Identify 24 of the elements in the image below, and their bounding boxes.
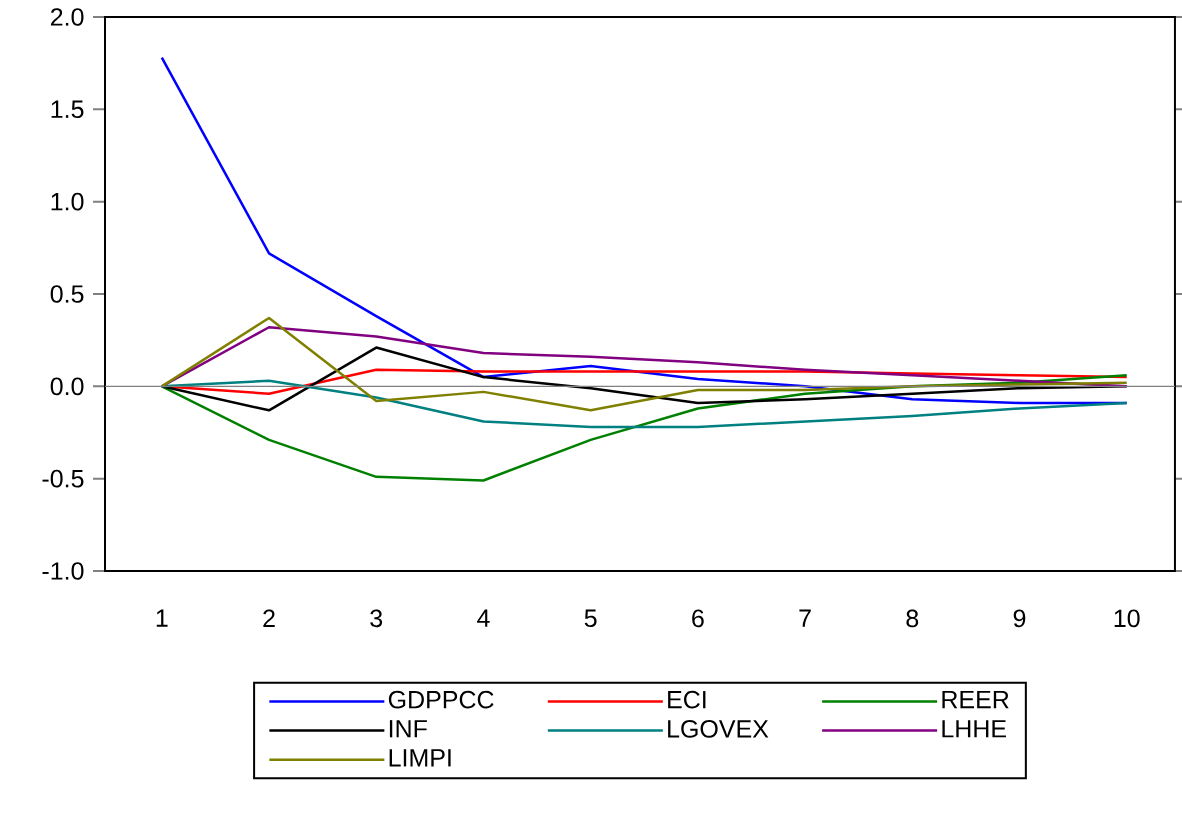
x-tick-label: 1 [156, 609, 168, 627]
legend-label: LGOVEX [668, 720, 769, 738]
x-tick-label: 3 [370, 609, 383, 628]
x-tick-label: 9 [1013, 609, 1026, 628]
y-tick-label: -0.5 [42, 469, 84, 488]
x-tick-label: 7 [799, 609, 811, 627]
y-tick-label: 2.0 [50, 8, 84, 26]
x-tick-label: 6 [692, 609, 704, 628]
y-tick-label: 0.5 [50, 285, 84, 303]
y-tick-label: 0.0 [50, 377, 84, 396]
x-tick-label: 4 [477, 609, 490, 627]
y-tick-label: 1.5 [51, 100, 84, 119]
y-tick-label: 1.0 [51, 192, 84, 211]
x-tick-label: 5 [584, 609, 597, 627]
x-tick-label: 10 [1114, 609, 1140, 628]
legend-label: LHHE [942, 720, 1006, 738]
legend-label: REER [942, 690, 1009, 709]
y-tick-label: -1.0 [42, 562, 84, 580]
legend-label: ECI [668, 690, 706, 709]
legend-label: INF [389, 720, 427, 738]
legend-label: GDPPCC [388, 690, 494, 709]
x-tick-label: 2 [263, 609, 275, 627]
x-tick-label: 8 [906, 609, 919, 628]
legend-label: LIMPI [389, 749, 451, 767]
